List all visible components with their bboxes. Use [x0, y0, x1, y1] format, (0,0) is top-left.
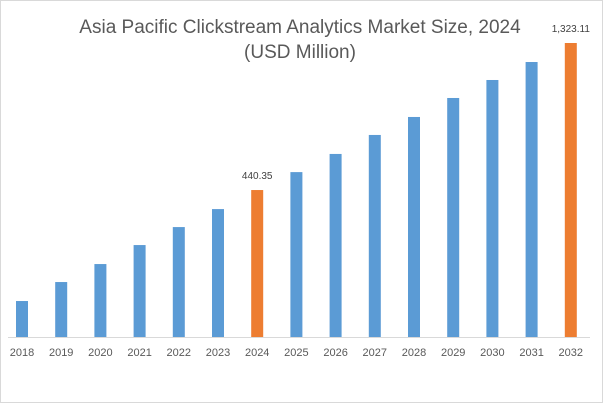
bar-2020 [94, 264, 107, 337]
bar-2023 [212, 209, 224, 337]
chart-title-block: Asia Pacific Clickstream Analytics Marke… [60, 15, 540, 65]
x-tick-label-2018: 2018 [10, 347, 34, 359]
chart-subtitle: (USD Million) [244, 42, 356, 63]
x-tick-label-2027: 2027 [363, 347, 387, 359]
data-label-2024: 440.35 [242, 171, 273, 182]
x-tick-label-2031: 2031 [519, 347, 543, 359]
data-label-2032: 1,323.11 [552, 24, 591, 35]
x-tick-label-2019: 2019 [49, 347, 73, 359]
x-tick-label-2030: 2030 [480, 347, 504, 359]
x-tick-label-2024: 2024 [245, 347, 269, 359]
x-tick-label-2020: 2020 [88, 347, 112, 359]
bar-2028 [408, 116, 420, 337]
x-tick-label-2028: 2028 [402, 347, 426, 359]
bar-2022 [172, 227, 185, 337]
bar-2026 [329, 153, 342, 337]
bar-2019 [55, 282, 68, 337]
x-tick-label-2032: 2032 [559, 347, 583, 359]
x-tick-label-2025: 2025 [284, 347, 308, 359]
x-tick-label-2023: 2023 [206, 347, 230, 359]
x-tick-label-2021: 2021 [127, 347, 151, 359]
bar-2024 [251, 190, 264, 337]
bar-2018 [16, 301, 28, 337]
bar-2032 [564, 43, 577, 337]
x-tick-label-2022: 2022 [167, 347, 191, 359]
bar-2021 [133, 245, 146, 337]
bar-2031 [525, 62, 538, 337]
chart-title: Asia Pacific Clickstream Analytics Marke… [79, 17, 521, 38]
bar-2025 [290, 172, 303, 337]
bar-2027 [368, 134, 381, 337]
bar-2030 [486, 79, 499, 337]
bar-2029 [447, 97, 460, 337]
x-tick-label-2026: 2026 [323, 347, 347, 359]
x-tick-label-2029: 2029 [441, 347, 465, 359]
